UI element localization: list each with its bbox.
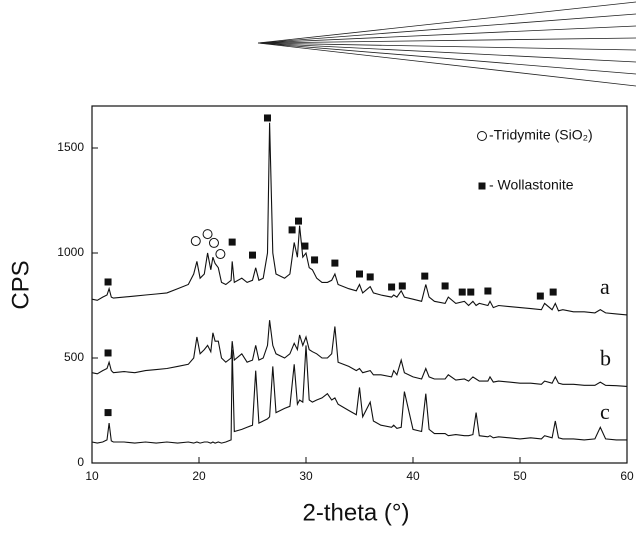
x-tick-label: 60 <box>620 469 634 483</box>
x-tick-label: 30 <box>299 469 313 483</box>
fan-line <box>257 42 636 75</box>
y-axis-label: CPS <box>7 260 34 309</box>
xrd-curve <box>91 320 628 387</box>
wollastonite-marker <box>356 270 363 278</box>
wollastonite-marker <box>467 288 475 296</box>
x-axis-label: 2-theta (°) <box>303 499 410 526</box>
x-tick-label: 50 <box>513 469 527 483</box>
y-tick-label: 0 <box>77 455 84 469</box>
curve-label: b <box>600 345 611 370</box>
xrd-curve <box>91 122 628 316</box>
wollastonite-marker <box>295 217 303 225</box>
tridymite-marker <box>202 229 213 240</box>
x-tick-label: 20 <box>192 469 206 483</box>
curve-label: a <box>600 274 610 299</box>
legend-label: -Tridymite (SiO₂) <box>489 127 593 143</box>
wollastonite-marker <box>398 282 406 290</box>
legend-symbol <box>478 182 486 190</box>
wollastonite-marker <box>549 288 557 296</box>
wollastonite-marker <box>104 278 112 286</box>
fan-line <box>257 37 636 44</box>
wollastonite-marker <box>104 409 112 417</box>
wollastonite-marker <box>536 292 544 300</box>
plot-frame <box>91 105 628 464</box>
decoration-fan <box>257 1 636 87</box>
fan-line <box>257 42 636 63</box>
curve-label: c <box>600 399 610 424</box>
fan-line <box>257 25 636 44</box>
fan-line <box>257 13 636 44</box>
wollastonite-marker <box>388 283 396 291</box>
legend-symbol <box>477 131 487 141</box>
fan-line <box>257 42 636 87</box>
fan-line <box>257 42 636 51</box>
y-tick-label: 500 <box>64 350 84 364</box>
tridymite-marker <box>215 249 226 260</box>
wollastonite-marker <box>301 242 309 250</box>
wollastonite-marker <box>288 226 296 234</box>
wollastonite-marker <box>484 287 492 295</box>
wollastonite-marker <box>366 273 374 281</box>
x-tick-label: 40 <box>406 469 420 483</box>
wollastonite-marker <box>331 259 339 267</box>
wollastonite-marker <box>458 288 466 296</box>
y-tick-label: 1000 <box>57 245 84 259</box>
wollastonite-marker <box>421 272 429 280</box>
legend-label: - Wollastonite <box>489 177 574 193</box>
tridymite-marker <box>208 237 219 248</box>
tridymite-marker <box>190 236 201 247</box>
y-tick-label: 1500 <box>57 140 84 154</box>
wollastonite-marker <box>263 114 271 122</box>
wollastonite-marker <box>228 238 236 246</box>
fan-line <box>257 1 636 44</box>
wollastonite-marker <box>311 256 319 264</box>
wollastonite-marker <box>104 349 112 357</box>
x-tick-label: 10 <box>85 469 99 483</box>
wollastonite-marker <box>441 282 449 290</box>
xrd-curve <box>91 345 627 444</box>
wollastonite-marker <box>249 251 256 259</box>
